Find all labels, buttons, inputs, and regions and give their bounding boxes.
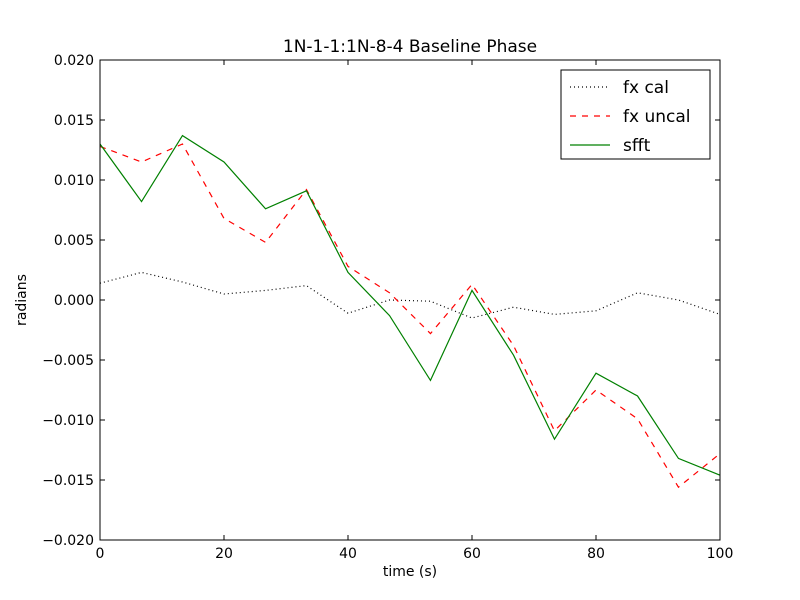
y-tick-label: 0.010 bbox=[54, 173, 94, 189]
x-tick-label: 80 bbox=[587, 546, 605, 562]
chart-title: 1N-1-1:1N-8-4 Baseline Phase bbox=[283, 37, 537, 57]
legend-label: fx cal bbox=[623, 78, 669, 98]
y-tick-label: −0.015 bbox=[42, 473, 94, 489]
x-tick-label: 40 bbox=[339, 546, 357, 562]
x-tick-label: 60 bbox=[463, 546, 481, 562]
legend-label: sfft bbox=[623, 136, 651, 156]
y-tick-label: −0.005 bbox=[42, 353, 94, 369]
x-tick-label: 0 bbox=[96, 546, 105, 562]
y-tick-label: −0.020 bbox=[42, 533, 94, 549]
legend-label: fx uncal bbox=[623, 107, 691, 127]
x-tick-label: 100 bbox=[707, 546, 734, 562]
plot-series bbox=[99, 134, 721, 489]
y-tick-label: −0.010 bbox=[42, 413, 94, 429]
series-line-fx-cal bbox=[99, 271, 721, 319]
x-tick-label: 20 bbox=[215, 546, 233, 562]
series-line-sfft bbox=[99, 134, 721, 476]
legend: fx cal fx uncal sfft bbox=[560, 69, 711, 160]
y-tick-label: 0.015 bbox=[54, 113, 94, 129]
axis-ticks: 0 20 40 60 80 100 −0.020 −0.015 −0.010 −0.005 0.00… bbox=[42, 53, 733, 562]
y-tick-label: 0.000 bbox=[54, 293, 94, 309]
x-axis-title: time (s) bbox=[383, 564, 437, 580]
legend-box bbox=[560, 69, 711, 160]
y-tick-label: 0.020 bbox=[54, 53, 94, 69]
y-tick-label: 0.005 bbox=[54, 233, 94, 249]
series-line-fx-uncal bbox=[99, 143, 721, 489]
plot-frame bbox=[99, 59, 721, 541]
y-axis-title: radians bbox=[14, 274, 30, 326]
